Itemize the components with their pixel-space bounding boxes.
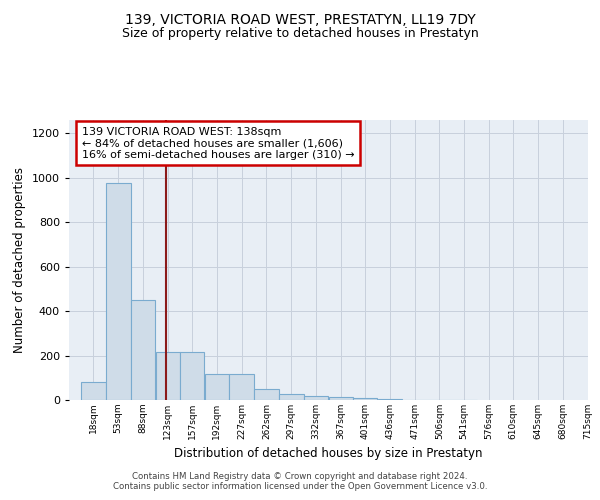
Bar	[106, 184, 131, 400]
Y-axis label: Number of detached properties: Number of detached properties	[13, 167, 26, 353]
Text: 139 VICTORIA ROAD WEST: 138sqm
← 84% of detached houses are smaller (1,606)
16% : 139 VICTORIA ROAD WEST: 138sqm ← 84% of …	[82, 126, 355, 160]
Bar	[329, 396, 353, 400]
X-axis label: Distribution of detached houses by size in Prestatyn: Distribution of detached houses by size …	[174, 448, 483, 460]
Bar	[81, 382, 106, 400]
Bar	[254, 389, 278, 400]
Bar	[131, 300, 155, 400]
Bar	[304, 396, 328, 400]
Text: Size of property relative to detached houses in Prestatyn: Size of property relative to detached ho…	[122, 28, 478, 40]
Bar	[180, 352, 204, 400]
Bar	[353, 398, 377, 400]
Text: Contains HM Land Registry data © Crown copyright and database right 2024.
Contai: Contains HM Land Registry data © Crown c…	[113, 472, 487, 491]
Bar	[229, 374, 254, 400]
Bar	[155, 352, 180, 400]
Text: 139, VICTORIA ROAD WEST, PRESTATYN, LL19 7DY: 139, VICTORIA ROAD WEST, PRESTATYN, LL19…	[125, 12, 475, 26]
Bar	[279, 394, 304, 400]
Bar	[205, 374, 229, 400]
